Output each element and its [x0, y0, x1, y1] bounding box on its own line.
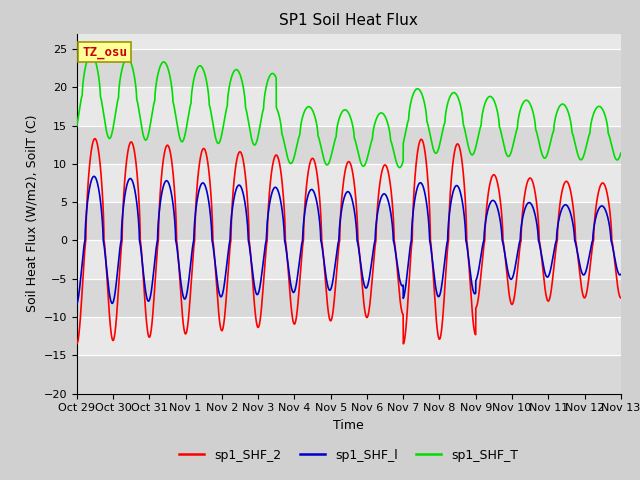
Bar — [77, 87, 621, 125]
sp1_SHF_2 — [471, 330, 479, 336]
sp1_SHF_l — [441, 259, 449, 265]
Y-axis label: Soil Heat Flux (W/m2), SoilT (C): Soil Heat Flux (W/m2), SoilT (C) — [25, 115, 38, 312]
sp1_SHF_2 — [91, 136, 99, 142]
Bar — [77, 11, 621, 49]
sp1_SHF_T — [471, 148, 479, 154]
sp1_SHF_T — [502, 149, 509, 155]
sp1_SHF_l — [329, 280, 337, 286]
sp1_SHF_l — [90, 173, 98, 179]
Title: SP1 Soil Heat Flux: SP1 Soil Heat Flux — [280, 13, 418, 28]
sp1_SHF_2 — [73, 341, 81, 347]
sp1_SHF_T — [171, 107, 179, 112]
sp1_SHF_T — [441, 120, 449, 126]
sp1_SHF_l — [502, 255, 509, 261]
Line: sp1_SHF_T: sp1_SHF_T — [77, 54, 621, 168]
sp1_SHF_2 — [441, 289, 449, 295]
sp1_SHF_T — [396, 165, 403, 170]
Line: sp1_SHF_l: sp1_SHF_l — [77, 176, 621, 304]
sp1_SHF_2 — [329, 312, 337, 318]
sp1_SHF_2 — [616, 295, 624, 300]
sp1_SHF_T — [616, 152, 624, 157]
sp1_SHF_T — [617, 150, 625, 156]
sp1_SHF_l — [73, 301, 81, 307]
Bar — [77, 279, 621, 317]
Text: TZ_osu: TZ_osu — [82, 46, 127, 59]
Legend: sp1_SHF_2, sp1_SHF_l, sp1_SHF_T: sp1_SHF_2, sp1_SHF_l, sp1_SHF_T — [174, 444, 524, 467]
Bar — [77, 202, 621, 240]
Bar — [77, 317, 621, 355]
sp1_SHF_2 — [617, 295, 625, 301]
Line: sp1_SHF_2: sp1_SHF_2 — [77, 139, 621, 344]
sp1_SHF_l — [616, 272, 624, 278]
sp1_SHF_T — [73, 123, 81, 129]
Bar — [77, 49, 621, 87]
sp1_SHF_l — [617, 272, 625, 277]
sp1_SHF_2 — [171, 190, 179, 196]
Bar — [77, 355, 621, 394]
Bar — [77, 125, 621, 164]
sp1_SHF_T — [87, 51, 95, 57]
Bar — [77, 164, 621, 202]
sp1_SHF_2 — [502, 258, 509, 264]
sp1_SHF_T — [329, 147, 337, 153]
sp1_SHF_l — [471, 291, 479, 297]
Bar — [77, 240, 621, 279]
X-axis label: Time: Time — [333, 419, 364, 432]
sp1_SHF_l — [171, 217, 179, 223]
